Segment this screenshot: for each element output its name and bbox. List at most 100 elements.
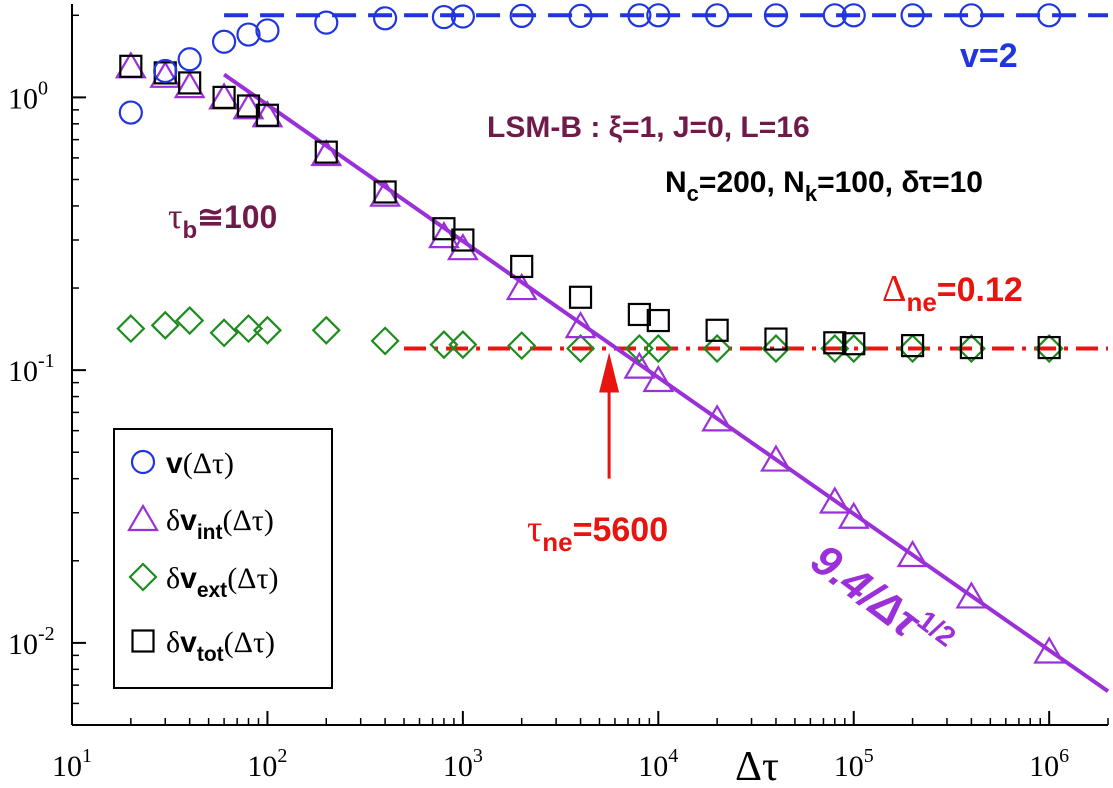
square-marker	[373, 180, 397, 204]
x-tick-label: 104	[638, 745, 678, 783]
circle-marker	[118, 100, 143, 125]
model-label: LSM-B : ξ=1, J=0, L=16	[487, 111, 810, 144]
diamond-marker	[175, 305, 205, 336]
circle-marker	[177, 47, 202, 72]
delta-ne-label: Δne=0.12	[882, 268, 1023, 317]
square-marker	[705, 318, 729, 342]
legend: v(Δτ) δvint(Δτ) δvext(Δτ) δvtot(Δτ)	[113, 428, 333, 689]
circle-marker	[1037, 3, 1062, 28]
triangle-marker	[369, 179, 402, 207]
square-marker	[314, 140, 338, 164]
triangle-marker	[232, 92, 265, 120]
tau-ne-label: τne=5600	[527, 508, 668, 557]
square-marker	[255, 103, 280, 127]
diamond-marker	[209, 318, 239, 348]
square-marker	[959, 335, 983, 360]
square-marker	[119, 54, 143, 78]
triangle-marker	[623, 351, 656, 379]
square-marker	[823, 331, 847, 355]
x-tick-label: 101	[52, 745, 92, 783]
tau-b-label: τb≅100	[168, 196, 277, 244]
diamond-marker	[643, 333, 673, 364]
diamond-marker	[252, 315, 282, 345]
circle-marker	[431, 4, 457, 30]
diamond-marker	[624, 333, 654, 364]
x-tick-label: 102	[247, 745, 287, 783]
square-marker	[212, 85, 236, 109]
diamond-marker	[448, 330, 478, 360]
circle-marker	[211, 29, 237, 54]
square-marker	[842, 332, 866, 356]
circle-marker	[705, 3, 730, 28]
y-tick-label: 100	[8, 77, 48, 115]
circle-marker	[822, 3, 847, 28]
x-ticks: 101 102 103 104 105 106	[52, 711, 1109, 783]
diamond-marker	[956, 333, 986, 364]
triangle-marker	[701, 404, 734, 432]
series-diamond	[116, 305, 1064, 364]
square-marker	[764, 327, 788, 351]
square-marker	[451, 228, 475, 252]
legend-entry-v: v(Δτ)	[166, 447, 234, 480]
triangle-marker	[955, 581, 988, 609]
triangle-marker	[760, 444, 792, 472]
square-marker	[900, 334, 925, 358]
square-marker	[236, 94, 261, 118]
triangle-marker	[818, 486, 851, 514]
triangle-marker	[428, 220, 460, 249]
diamond-marker	[1034, 333, 1064, 364]
circle-marker	[450, 4, 475, 29]
square-marker	[510, 254, 534, 279]
x-tick-label: 103	[443, 745, 483, 783]
legend-markers	[127, 449, 159, 653]
x-tick-label: 105	[834, 745, 874, 783]
diamond-marker	[116, 314, 146, 344]
triangle-marker	[173, 70, 206, 99]
square-marker-legend	[131, 629, 155, 653]
diamond-marker	[761, 333, 791, 364]
legend-entry-dv-int: δvint(Δτ)	[166, 504, 274, 544]
series-square	[119, 54, 1061, 360]
legend-entry-dv-tot: δvtot(Δτ)	[166, 626, 275, 666]
power-law-label-group: 9.4/Δτ1/2	[802, 535, 962, 653]
triangle-marker	[837, 501, 870, 529]
circle-marker	[255, 18, 280, 43]
triangle-marker-legend	[127, 503, 159, 532]
x-axis-label: Δτ	[735, 744, 779, 788]
x-tick-label: 106	[1029, 745, 1069, 783]
series-circle	[118, 3, 1062, 125]
circle-marker	[841, 3, 866, 28]
circle-marker	[568, 3, 593, 28]
triangle-marker	[564, 310, 597, 339]
diamond-marker	[565, 333, 596, 364]
circle-marker	[153, 58, 178, 84]
square-marker	[178, 71, 202, 95]
square-marker	[568, 285, 593, 309]
diamond-marker	[233, 314, 264, 344]
circle-marker	[959, 3, 984, 28]
triangle-marker	[505, 272, 538, 301]
triangle-marker	[642, 364, 675, 393]
triangle-marker	[310, 138, 343, 167]
circle-marker	[627, 3, 652, 28]
square-marker	[627, 302, 651, 327]
diamond-marker-legend	[128, 562, 158, 592]
circle-marker	[236, 22, 261, 47]
data-markers	[114, 3, 1066, 664]
square-marker	[646, 308, 670, 333]
circle-marker	[509, 3, 534, 28]
power-law-fit-line	[222, 72, 1110, 693]
square-marker	[1037, 335, 1061, 360]
diamond-marker	[311, 315, 341, 345]
legend-entry-dv-ext: δvext(Δτ)	[166, 562, 279, 602]
diamond-marker	[370, 326, 400, 356]
plateau-label: v=2	[960, 37, 1018, 75]
y-tick-label: 10-1	[8, 350, 55, 388]
diamond-marker	[702, 333, 732, 364]
triangle-marker	[896, 539, 929, 568]
circle-marker	[900, 3, 925, 28]
triangle-marker	[1033, 636, 1066, 664]
y-tick-label: 10-2	[8, 623, 55, 661]
triangle-marker	[446, 232, 479, 261]
